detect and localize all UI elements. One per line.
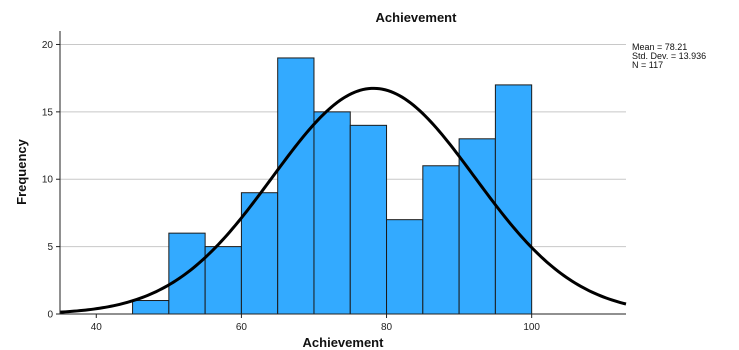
histogram-bar (422, 165, 460, 315)
stats-line: Mean = 78.21 (632, 42, 687, 52)
histogram-bars (132, 57, 533, 315)
histogram-bar (494, 84, 533, 315)
x-axis-label: Achievement (303, 335, 385, 350)
x-tick-label: 100 (523, 322, 540, 333)
x-tick-labels: 40 60 80 100 (91, 314, 540, 333)
histogram-bar (132, 300, 170, 315)
normal-curve (59, 86, 627, 314)
histogram-bar (386, 219, 424, 315)
chart-title: Achievement (376, 10, 458, 25)
y-tick-label: 10 (42, 175, 54, 186)
y-tick-labels: 0 5 10 15 20 (42, 40, 60, 321)
y-tick-label: 15 (42, 107, 54, 118)
histogram-bar (204, 246, 242, 315)
x-tick-label: 80 (381, 322, 393, 333)
histogram-bar (458, 138, 496, 315)
y-tick-label: 5 (47, 242, 53, 253)
histogram-bar (313, 111, 351, 315)
y-tick-label: 20 (42, 40, 54, 51)
x-tick-label: 40 (91, 322, 103, 333)
histogram-bar (277, 57, 315, 315)
histogram-bar (349, 124, 388, 315)
y-tick-label: 0 (47, 310, 53, 321)
stats-line: N = 117 (632, 60, 663, 70)
y-axis-label: Frequency (14, 138, 29, 205)
x-tick-label: 60 (236, 322, 248, 333)
stats-line: Std. Dev. = 13.936 (632, 51, 706, 61)
